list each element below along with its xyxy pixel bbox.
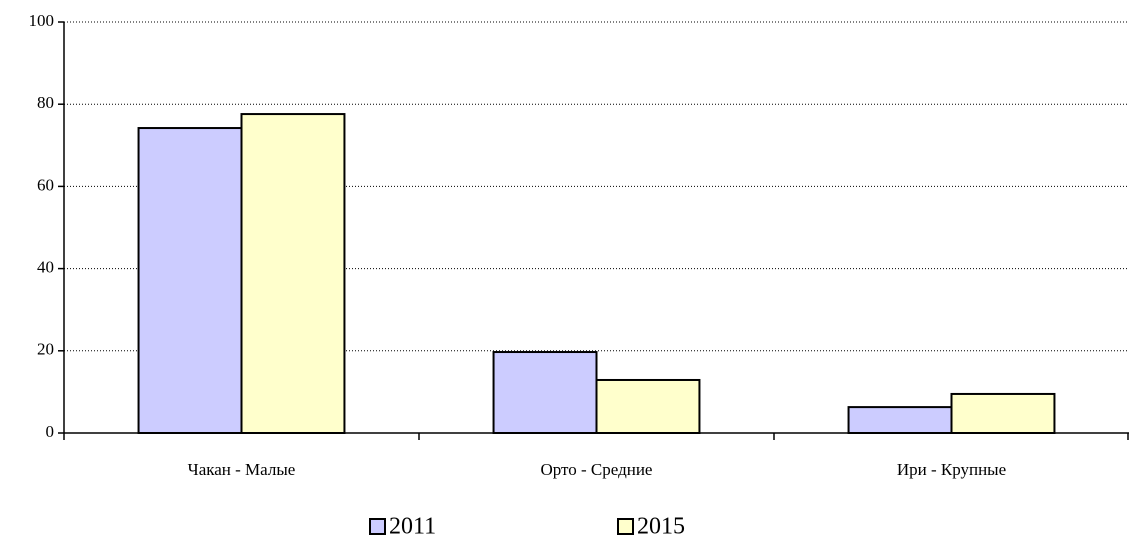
legend-label: 2015 [637,514,685,540]
y-tick-label: 100 [29,11,55,30]
y-tick-label: 40 [37,258,54,277]
y-tick-label: 20 [37,340,54,359]
legend-swatch [369,518,386,535]
x-tick-label: Орто - Средние [541,460,653,479]
bar [847,406,953,434]
legend-swatch [617,518,634,535]
legend-label: 2011 [389,514,436,540]
bar [595,378,701,434]
bar [240,113,346,435]
x-tick-label: Ири - Крупные [897,460,1006,479]
bar [492,351,598,434]
x-tick-label: Чакан - Малые [188,460,296,479]
y-tick-label: 80 [37,93,54,112]
bar [137,127,243,434]
bar [950,392,1056,434]
y-tick-label: 0 [46,422,55,441]
y-tick-label: 60 [37,175,54,194]
